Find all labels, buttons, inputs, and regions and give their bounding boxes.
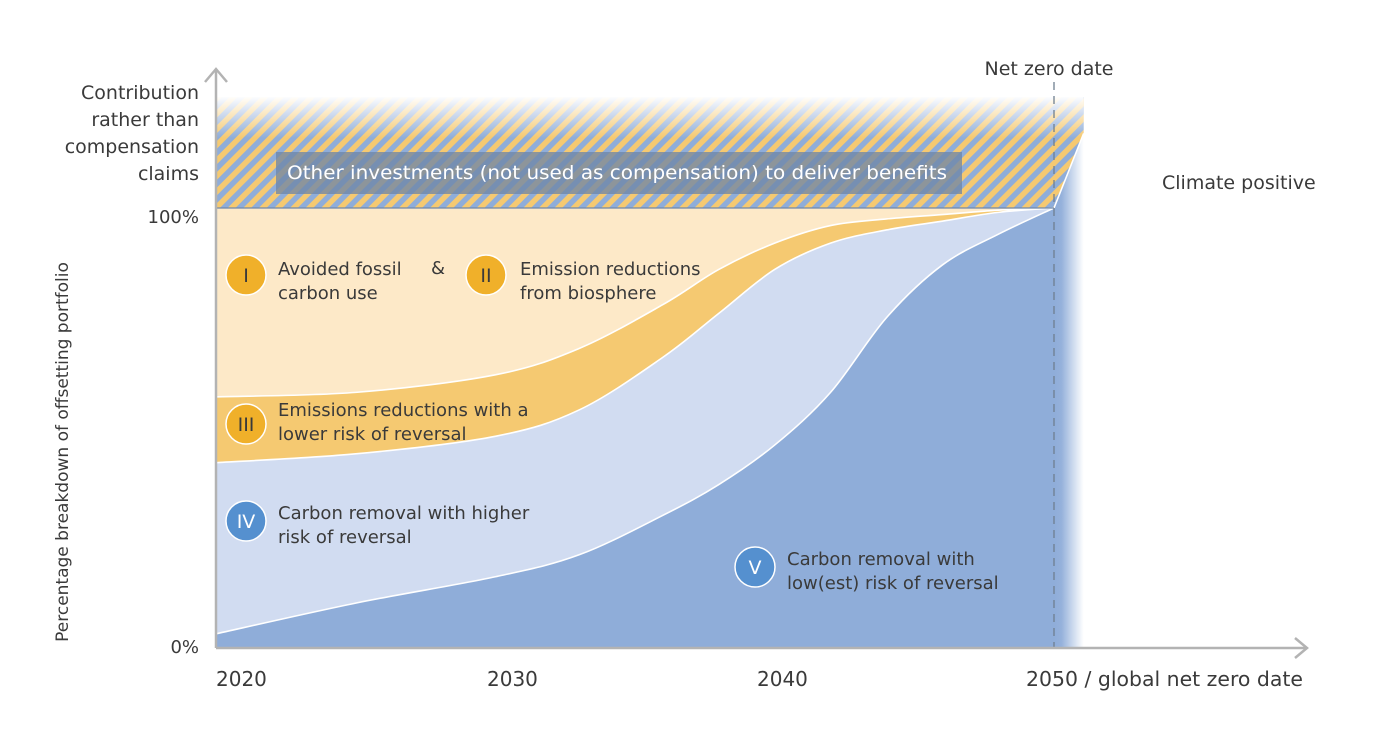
stripe-fade-overlay bbox=[216, 96, 1084, 138]
label-I: I Avoided fossil carbon use bbox=[225, 254, 402, 304]
net-zero-label: Net zero date bbox=[985, 58, 1114, 80]
label-III-line2: lower risk of reversal bbox=[278, 424, 467, 445]
label-III-line1: Emissions reductions with a bbox=[278, 400, 529, 421]
banner-background bbox=[276, 152, 962, 194]
badge-I-text: I bbox=[243, 265, 249, 287]
boundary-iii bbox=[215, 207, 1055, 398]
contribution-label-line4: claims bbox=[138, 163, 199, 185]
boundary-v bbox=[215, 207, 1055, 635]
boundary-iv bbox=[215, 207, 1055, 464]
x-tick-2030: 2030 bbox=[487, 667, 538, 691]
y-tick-100: 100% bbox=[148, 207, 199, 228]
area-v bbox=[216, 208, 1054, 647]
contribution-label-line3: compensation bbox=[65, 136, 199, 158]
label-V-line2: low(est) risk of reversal bbox=[787, 573, 999, 594]
label-II-line2: from biosphere bbox=[520, 283, 656, 304]
contribution-label-line2: rather than bbox=[91, 109, 199, 131]
label-IV-line2: risk of reversal bbox=[278, 527, 412, 548]
ampersand: & bbox=[431, 258, 445, 279]
y-axis-arrow-icon bbox=[204, 67, 228, 83]
axes bbox=[204, 67, 1309, 659]
badge-V bbox=[734, 546, 776, 588]
y-tick-0: 0% bbox=[170, 637, 199, 658]
y-axis-title: Percentage breakdown of offsetting portf… bbox=[53, 262, 73, 642]
badge-III-text: III bbox=[238, 414, 255, 436]
badge-III bbox=[225, 403, 267, 445]
badge-IV bbox=[225, 500, 267, 542]
badge-IV-text: IV bbox=[237, 511, 256, 533]
banner-text: Other investments (not used as compensat… bbox=[287, 162, 947, 184]
label-IV: IV Carbon removal with higher risk of re… bbox=[225, 500, 530, 548]
banner: Other investments (not used as compensat… bbox=[276, 152, 962, 194]
label-II-line1: Emission reductions bbox=[520, 259, 700, 280]
badge-I bbox=[225, 254, 267, 296]
badge-II bbox=[465, 254, 507, 296]
badge-II-text: II bbox=[480, 265, 491, 287]
x-tick-2050: 2050 / global net zero date bbox=[1026, 667, 1303, 691]
label-III: III Emissions reductions with a lower ri… bbox=[225, 400, 529, 445]
stacked-areas bbox=[215, 207, 1055, 647]
label-V-line1: Carbon removal with bbox=[787, 549, 975, 570]
badge-V-text: V bbox=[749, 557, 762, 579]
x-axis-arrow-icon bbox=[1294, 637, 1309, 659]
x-tick-2020: 2020 bbox=[216, 667, 267, 691]
climate-positive-label: Climate positive bbox=[1162, 172, 1316, 194]
label-V: V Carbon removal with low(est) risk of r… bbox=[734, 546, 999, 594]
x-tick-2040: 2040 bbox=[757, 667, 808, 691]
label-IV-line1: Carbon removal with higher bbox=[278, 503, 530, 524]
label-I-line1: Avoided fossil bbox=[278, 259, 402, 280]
contribution-label-line1: Contribution bbox=[81, 82, 199, 104]
label-II: II Emission reductions from biosphere bbox=[465, 254, 700, 304]
climate-positive-edge bbox=[1053, 133, 1085, 209]
climate-positive-area bbox=[1054, 133, 1084, 647]
label-I-line2: carbon use bbox=[278, 283, 378, 304]
